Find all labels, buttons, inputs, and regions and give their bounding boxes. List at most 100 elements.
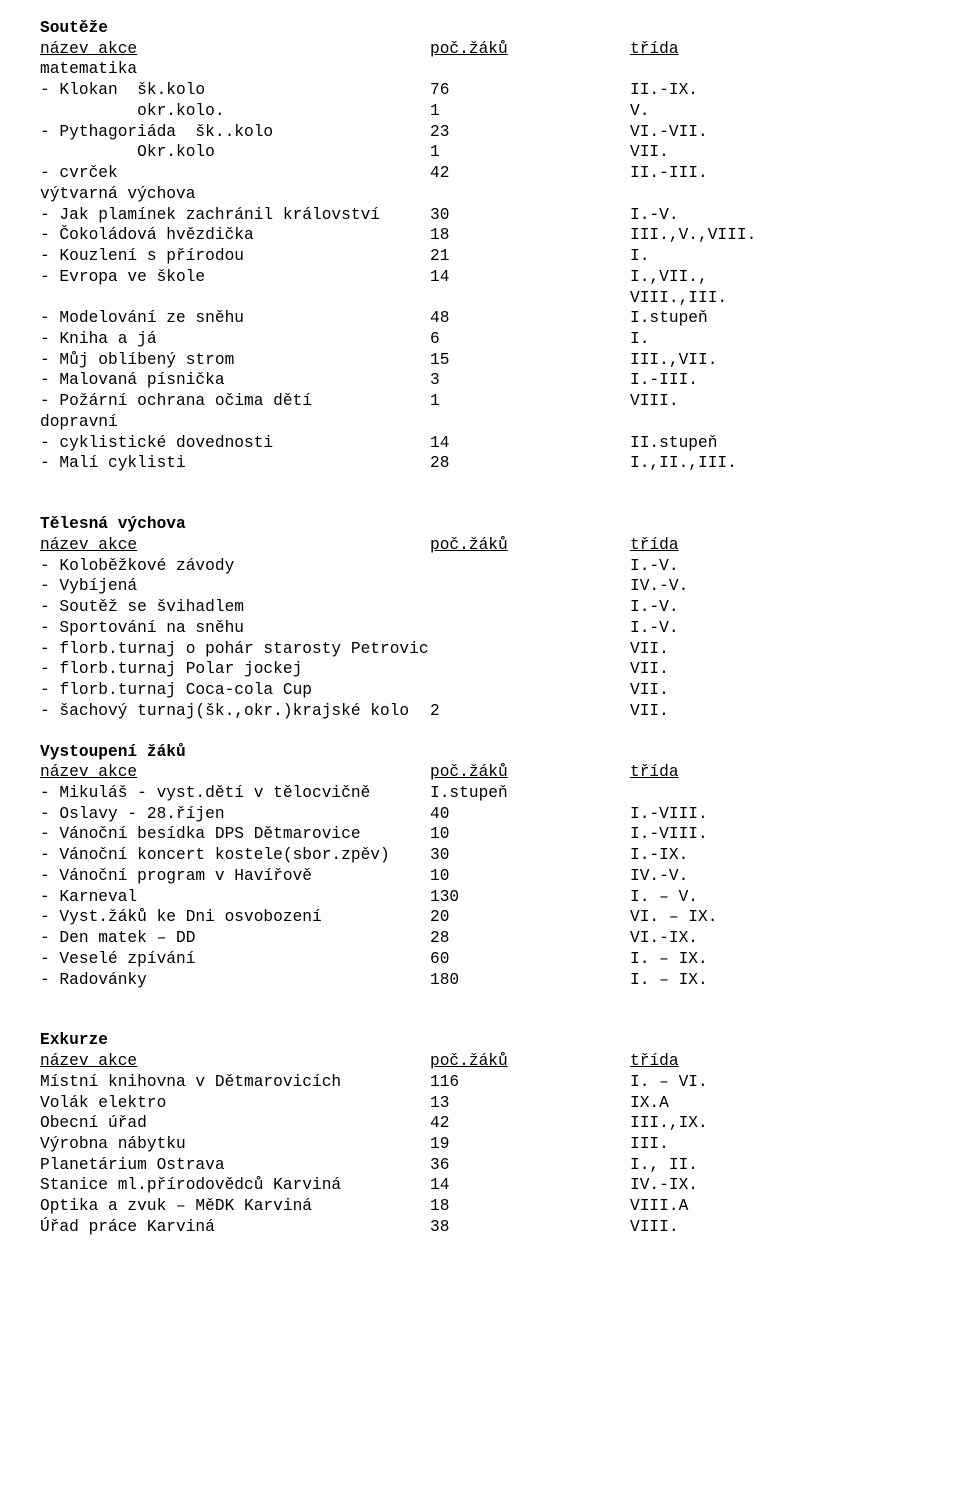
cell-nazev: - Kniha a já	[40, 329, 430, 350]
cell-nazev: Okr.kolo	[40, 142, 430, 163]
cell-nazev: - cyklistické dovednosti	[40, 433, 430, 454]
table-row: - Čokoládová hvězdička18III.,V.,VIII.	[40, 225, 920, 246]
cell-poczaku: 14	[430, 267, 630, 288]
cell-nazev: - florb.turnaj o pohár starosty Petrovic	[40, 639, 430, 660]
cell-nazev: - Malí cyklisti	[40, 453, 430, 474]
cell-trida: I.-V.	[630, 205, 920, 226]
cell-poczaku	[430, 680, 630, 701]
cell-trida: IV.-V.	[630, 576, 920, 597]
cell-trida: VII.	[630, 142, 920, 163]
cell-trida: I. – VI.	[630, 1072, 920, 1093]
cell-poczaku	[430, 618, 630, 639]
cell-trida: I. – IX.	[630, 949, 920, 970]
subsection-dopravni: dopravní	[40, 412, 920, 433]
table-row: Místní knihovna v Dětmarovicích116I. – V…	[40, 1072, 920, 1093]
cell-trida: VI.-IX.	[630, 928, 920, 949]
cell-nazev: - Vánoční koncert kostele(sbor.zpěv)	[40, 845, 430, 866]
heading-exk: Exkurze	[40, 1030, 920, 1051]
table-row: - Kouzlení s přírodou21I.	[40, 246, 920, 267]
cell-trida: II.stupeň	[630, 433, 920, 454]
cell-trida: VI. – IX.	[630, 907, 920, 928]
cell-poczaku: 18	[430, 225, 630, 246]
hdr-poczaku: poč.žáků	[430, 39, 630, 60]
cell-poczaku: 116	[430, 1072, 630, 1093]
cell-trida: I. – IX.	[630, 970, 920, 991]
cell-nazev: - Vybíjená	[40, 576, 430, 597]
cell-nazev: - Koloběžkové závody	[40, 556, 430, 577]
cell-nazev: Místní knihovna v Dětmarovicích	[40, 1072, 430, 1093]
table-row: - Modelování ze sněhu48I.stupeň	[40, 308, 920, 329]
cell-poczaku: 13	[430, 1093, 630, 1114]
cell-poczaku: 48	[430, 308, 630, 329]
cell-nazev: - Malovaná písnička	[40, 370, 430, 391]
cell-poczaku: 28	[430, 453, 630, 474]
cell-poczaku: I.stupeň	[430, 783, 630, 804]
cell-nazev: - Pythagoriáda šk..kolo	[40, 122, 430, 143]
heading-souteze: Soutěže	[40, 18, 920, 39]
cell-nazev: Volák elektro	[40, 1093, 430, 1114]
cell-nazev: - Požární ochrana očima dětí	[40, 391, 430, 412]
cell-trida: I.-III.	[630, 370, 920, 391]
table-row: Obecní úřad42III.,IX.	[40, 1113, 920, 1134]
subsection-matematika: matematika	[40, 59, 920, 80]
table-row: - Vyst.žáků ke Dni osvobození20VI. – IX.	[40, 907, 920, 928]
cell-trida: II.-IX.	[630, 80, 920, 101]
table-row: okr.kolo.1V.	[40, 101, 920, 122]
table-row: - Pythagoriáda šk..kolo23VI.-VII.	[40, 122, 920, 143]
cell-poczaku	[430, 288, 630, 309]
table-row: - Vánoční besídka DPS Dětmarovice10I.-VI…	[40, 824, 920, 845]
table-row: VIII.,III.	[40, 288, 920, 309]
table-row: - Požární ochrana očima dětí1VIII.	[40, 391, 920, 412]
cell-nazev: - cvrček	[40, 163, 430, 184]
cell-trida	[630, 783, 920, 804]
table-row: - Jak plamínek zachránil království30I.-…	[40, 205, 920, 226]
table-row: Okr.kolo1VII.	[40, 142, 920, 163]
cell-nazev: Obecní úřad	[40, 1113, 430, 1134]
table-row: Volák elektro13IX.A	[40, 1093, 920, 1114]
table-row: - Klokan šk.kolo76II.-IX.	[40, 80, 920, 101]
cell-poczaku: 3	[430, 370, 630, 391]
cell-trida: IV.-V.	[630, 866, 920, 887]
cell-trida: VIII.	[630, 391, 920, 412]
heading-vyst: Vystoupení žáků	[40, 742, 920, 763]
cell-poczaku: 1	[430, 142, 630, 163]
cell-nazev: - Můj oblíbený strom	[40, 350, 430, 371]
cell-trida: II.-III.	[630, 163, 920, 184]
cell-poczaku: 14	[430, 433, 630, 454]
cell-nazev: - Čokoládová hvězdička	[40, 225, 430, 246]
cell-poczaku: 38	[430, 1217, 630, 1238]
cell-poczaku: 10	[430, 866, 630, 887]
table-row: - Můj oblíbený strom15III.,VII.	[40, 350, 920, 371]
cell-trida: I.stupeň	[630, 308, 920, 329]
cell-trida: I.	[630, 246, 920, 267]
cell-trida: I.-IX.	[630, 845, 920, 866]
cell-nazev: - Radovánky	[40, 970, 430, 991]
table-row: Planetárium Ostrava36I., II.	[40, 1155, 920, 1176]
section-label: výtvarná výchova	[40, 184, 430, 205]
cell-poczaku: 40	[430, 804, 630, 825]
cell-trida: VIII.,III.	[630, 288, 920, 309]
cell-poczaku	[430, 639, 630, 660]
cell-nazev: - florb.turnaj Polar jockej	[40, 659, 430, 680]
cell-trida: I., II.	[630, 1155, 920, 1176]
hdr-nazev: název akce	[40, 535, 430, 556]
table-row: - šachový turnaj(šk.,okr.)krajské kolo2V…	[40, 701, 920, 722]
cell-poczaku: 21	[430, 246, 630, 267]
cell-poczaku: 14	[430, 1175, 630, 1196]
table-row: - Oslavy - 28.říjen40I.-VIII.	[40, 804, 920, 825]
cell-nazev: - Vyst.žáků ke Dni osvobození	[40, 907, 430, 928]
cell-poczaku: 2	[430, 701, 630, 722]
table-row: - florb.turnaj o pohár starosty Petrovic…	[40, 639, 920, 660]
cell-nazev: - Kouzlení s přírodou	[40, 246, 430, 267]
cell-trida: III.	[630, 1134, 920, 1155]
cell-trida: I.	[630, 329, 920, 350]
hdr-trida: třída	[630, 535, 920, 556]
cell-trida: VII.	[630, 659, 920, 680]
table-row: - Vybíjená IV.-V.	[40, 576, 920, 597]
cell-poczaku	[430, 597, 630, 618]
table-row: Stanice ml.přírodovědců Karviná14IV.-IX.	[40, 1175, 920, 1196]
table-row: - Mikuláš - vyst.dětí v tělocvičněI.stup…	[40, 783, 920, 804]
section-label: dopravní	[40, 412, 430, 433]
cell-trida: IX.A	[630, 1093, 920, 1114]
cell-poczaku: 36	[430, 1155, 630, 1176]
